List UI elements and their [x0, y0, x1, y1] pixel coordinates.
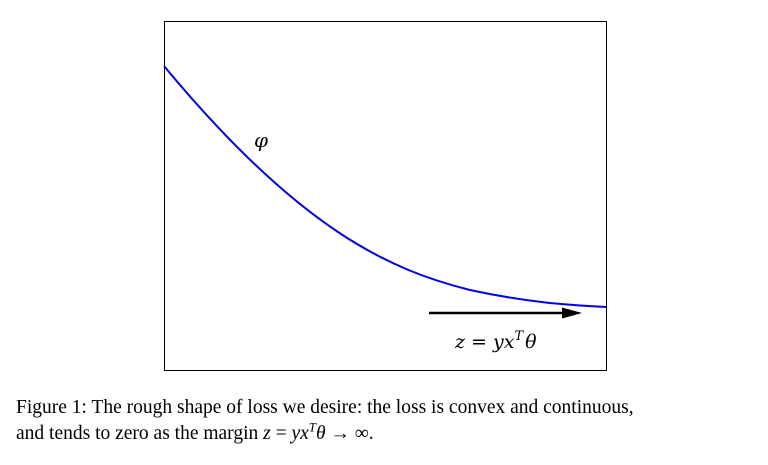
caption-math-eq: = [270, 423, 292, 444]
curve-label-phi: φ [254, 128, 268, 152]
caption-math-z: z [263, 423, 271, 444]
caption-line-2: and tends to zero as the margin z = yxTθ… [16, 421, 761, 447]
figure-caption: Figure 1: The rough shape of loss we des… [16, 395, 761, 447]
caption-line-2-prefix: and tends to zero as the margin [16, 423, 264, 444]
caption-line-1: Figure 1: The rough shape of loss we des… [16, 397, 634, 418]
plot-frame [164, 21, 607, 371]
margin-arrow-head [562, 307, 582, 319]
caption-math-arrow-infinity: → ∞. [325, 423, 374, 444]
caption-math-theta: θ [316, 423, 326, 444]
arrow-label: z = yxT θ [454, 329, 537, 353]
loss-figure: φ z = yxT θ [163, 21, 607, 371]
caption-math-yx: yx [291, 423, 309, 444]
caption-math-transpose: T [308, 419, 317, 435]
loss-curve [163, 65, 607, 308]
